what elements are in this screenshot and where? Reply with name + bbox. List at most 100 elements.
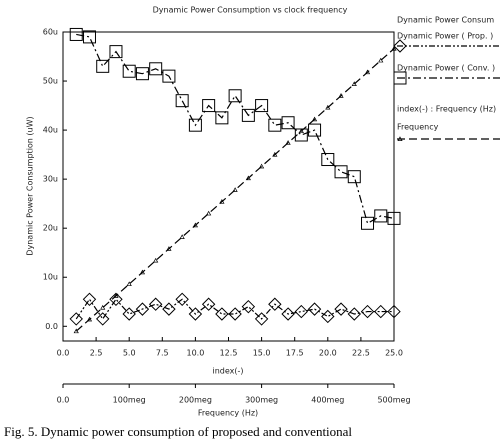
- legend-label: Frequency: [397, 123, 439, 132]
- y-tick-label: 50u: [43, 77, 58, 86]
- x2-tick-label: 100meg: [113, 396, 146, 405]
- marker-square: [96, 59, 110, 73]
- y-tick-label: 0.0: [45, 322, 58, 331]
- marker-triangle: [285, 140, 291, 145]
- marker-square: [334, 165, 348, 179]
- x-tick-label: 10.0: [186, 349, 204, 358]
- x2-tick-label: 0.0: [57, 396, 70, 405]
- x-axis-label: index(-): [212, 367, 243, 376]
- marker-square: [393, 71, 407, 85]
- marker-diamond: [393, 39, 407, 53]
- x2-tick-label: 500meg: [377, 396, 410, 405]
- marker-square: [268, 118, 282, 132]
- marker-square: [175, 94, 189, 108]
- marker-triangle: [378, 57, 384, 63]
- marker-triangle: [311, 116, 318, 122]
- marker-diamond: [254, 312, 269, 326]
- marker-square: [82, 30, 96, 44]
- marker-diamond: [96, 312, 110, 326]
- x-tick-label: 22.5: [352, 349, 370, 358]
- marker-triangle: [113, 293, 119, 298]
- x-tick-label: 0.0: [57, 349, 70, 358]
- marker-diamond: [188, 307, 203, 321]
- chart-title: Dynamic Power Consumption vs clock frequ…: [153, 6, 348, 15]
- series-line: [75, 48, 395, 332]
- marker-triangle: [325, 104, 331, 110]
- marker-diamond: [307, 302, 322, 316]
- marker-triangle: [397, 136, 403, 141]
- marker-triangle: [338, 93, 344, 98]
- marker-triangle: [166, 246, 172, 251]
- y-tick-label: 60u: [43, 28, 58, 37]
- x-tick-label: 12.5: [220, 349, 238, 358]
- marker-triangle: [139, 269, 146, 275]
- marker-square: [387, 211, 401, 225]
- marker-diamond: [175, 292, 189, 307]
- x-tick-label: 5.0: [123, 349, 136, 358]
- marker-triangle: [206, 210, 212, 216]
- marker-square: [162, 69, 176, 83]
- x2-axis-label: Frequency (Hz): [198, 409, 258, 418]
- marker-square: [361, 216, 375, 230]
- caption: Fig. 5. Dynamic power consumption of pro…: [4, 424, 352, 439]
- marker-diamond: [82, 292, 97, 307]
- marker-diamond: [334, 302, 348, 316]
- x-tick-label: 15.0: [253, 349, 271, 358]
- marker-triangle: [73, 328, 79, 334]
- marker-square: [149, 62, 163, 76]
- marker-diamond: [122, 307, 136, 321]
- marker-triangle: [245, 175, 251, 181]
- marker-triangle: [179, 234, 185, 239]
- marker-square: [281, 116, 295, 130]
- marker-triangle: [86, 316, 93, 322]
- marker-triangle: [364, 69, 371, 75]
- marker-triangle: [219, 198, 225, 204]
- marker-triangle: [259, 163, 265, 169]
- marker-diamond: [109, 292, 123, 307]
- marker-diamond: [135, 302, 150, 316]
- legend-group-title: index(-) : Frequency (Hz): [397, 105, 496, 114]
- marker-diamond: [347, 307, 361, 321]
- marker-square: [241, 108, 255, 122]
- marker-triangle: [153, 257, 159, 263]
- legend-label: Dynamic Power ( Prop. ): [397, 32, 493, 41]
- marker-square: [228, 89, 242, 103]
- marker-triangle: [272, 151, 278, 157]
- marker-diamond: [387, 304, 401, 319]
- marker-diamond: [268, 297, 282, 311]
- marker-diamond: [215, 307, 229, 321]
- marker-diamond: [148, 297, 163, 311]
- marker-triangle: [298, 128, 304, 134]
- marker-diamond: [201, 297, 216, 311]
- legend-label: Dynamic Power ( Conv. ): [397, 64, 495, 73]
- marker-square: [321, 153, 335, 167]
- marker-square: [308, 123, 322, 137]
- marker-square: [347, 170, 361, 184]
- y-tick-label: 10u: [43, 273, 58, 282]
- marker-diamond: [374, 304, 388, 319]
- x2-tick-label: 300meg: [245, 396, 278, 405]
- marker-square: [69, 27, 83, 41]
- x-tick-label: 20.0: [319, 349, 337, 358]
- marker-triangle: [391, 45, 397, 51]
- marker-square: [215, 111, 229, 125]
- marker-triangle: [126, 281, 132, 287]
- y-tick-label: 30u: [43, 175, 58, 184]
- marker-square: [374, 209, 388, 223]
- x-tick-label: 2.5: [90, 349, 103, 358]
- marker-square: [202, 99, 216, 113]
- x-tick-label: 25.0: [385, 349, 403, 358]
- marker-triangle: [232, 187, 238, 192]
- marker-diamond: [241, 299, 256, 314]
- marker-square: [255, 99, 269, 113]
- marker-triangle: [351, 81, 357, 86]
- legend-group-title: Dynamic Power Consum: [397, 16, 494, 25]
- y-tick-label: 40u: [43, 126, 58, 135]
- marker-diamond: [69, 312, 83, 326]
- marker-diamond: [321, 309, 335, 324]
- x-tick-label: 7.5: [156, 349, 169, 358]
- marker-square: [109, 45, 123, 59]
- y-tick-label: 20u: [43, 224, 58, 233]
